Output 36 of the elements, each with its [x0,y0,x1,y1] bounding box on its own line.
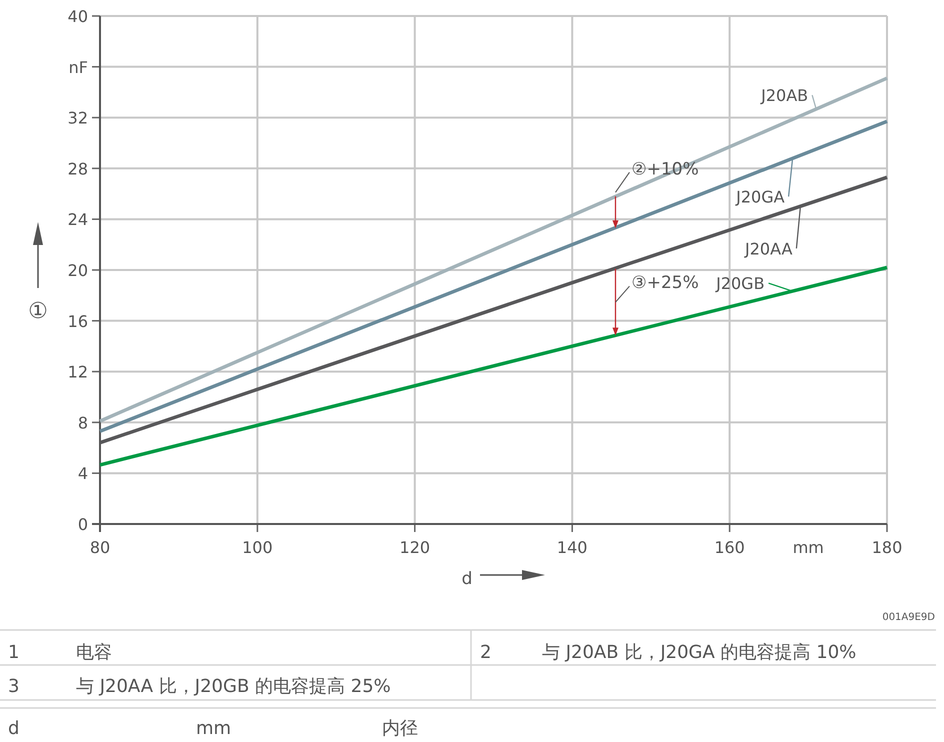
y-tick-label: 32 [68,108,88,128]
text: 2 [480,642,492,663]
text: 与 J20AA 比，J20GB 的电容提高 25% [76,676,391,697]
y-tick-label: 4 [78,464,88,484]
series-label: J20GA [735,188,785,207]
series-label: J20AA [744,239,792,258]
x-tick-label: 160 [714,538,745,557]
y-tick-label: 40 [68,7,88,26]
y-tick-label: 24 [68,210,88,230]
y-tick-label: nF [68,58,88,77]
text: 电容 [76,642,112,663]
text: 与 J20AB 比，J20GA 的电容提高 10% [542,642,856,663]
y-tick-label: 0 [78,515,88,534]
x-tick-label: 180 [872,538,902,557]
text: mm [196,718,232,739]
y-tick-label: 28 [68,159,88,178]
y-axis-title: ① [28,299,48,324]
text: 3 [8,676,20,697]
y-tick-label: 8 [78,413,88,432]
annotation: ③+25% [631,273,699,294]
legend-label: J20AB [760,86,808,106]
x-tick-label: 120 [400,538,430,557]
y-tick-label: 16 [68,312,88,331]
y-tick-label: 12 [68,362,88,382]
y-tick-label: 20 [68,261,88,280]
annotation: ②+10% [631,159,699,180]
legend-label: J20GB [715,274,765,294]
text: 001A9E9D [882,612,936,623]
x-axis-title: d [462,569,472,589]
x-tick-label: 80 [90,538,110,557]
text: d [8,718,20,739]
x-tick-label: 100 [242,538,273,557]
text: 内径 [382,718,418,739]
text: 1 [8,642,20,663]
x-tick-label: mm [792,538,824,557]
x-tick-label: 140 [556,538,588,557]
